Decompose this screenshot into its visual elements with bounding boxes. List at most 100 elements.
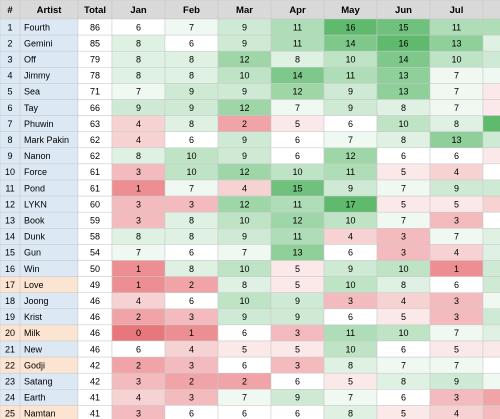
artist-label: Joong [24,296,49,306]
heat-value: 7 [401,215,406,225]
artist-label: Off [24,54,36,64]
column-header: # [7,5,13,16]
heat-value: 9 [295,312,300,322]
heat-value: 3 [401,248,406,258]
heat-value: 13 [398,71,408,81]
heat-value: 17 [345,199,355,209]
heat-value: 8 [401,376,406,386]
artist-label: Milk [24,328,40,338]
heat-value: 6 [189,38,194,48]
rank-label: 14 [5,232,15,242]
heat-value: 7 [348,393,353,403]
heat-value: 3 [189,312,194,322]
heat-value: 11 [293,38,302,48]
heat-value: 8 [136,71,141,81]
artist-label: Tay [24,103,39,113]
artist-label: Godji [24,360,45,370]
total-label: 49 [90,280,100,290]
heat-cell [482,292,500,310]
heat-cell [482,372,500,390]
heat-value: 12 [292,87,302,97]
heat-value: 6 [295,151,300,161]
heat-cell [482,308,500,326]
heat-value: 4 [401,296,406,306]
heat-value: 6 [189,248,194,258]
heat-cell [482,18,500,36]
rank-label: 2 [7,38,12,48]
artist-label: Fourth [24,22,50,32]
heat-value: 9 [136,103,141,113]
heat-value: 8 [136,38,141,48]
heat-value: 7 [454,87,459,97]
heat-value: 5 [454,344,459,354]
heat-value: 4 [454,167,459,177]
heat-cell [482,389,500,406]
heat-value: 9 [242,87,247,97]
heat-value: 14 [292,71,302,81]
heat-value: 4 [136,393,141,403]
heat-value: 12 [239,167,249,177]
heat-value: 3 [348,296,353,306]
total-label: 71 [90,87,100,97]
heat-value: 9 [242,232,247,242]
rank-label: 15 [5,248,15,258]
heat-value: 11 [346,71,355,81]
heat-value: 3 [136,376,141,386]
heat-value: 8 [401,280,406,290]
column-header: Total [84,5,106,16]
rank-label: 8 [7,135,12,145]
column-header: Mar [236,5,253,16]
heat-value: 12 [345,151,355,161]
heat-value: 7 [242,393,247,403]
heat-value: 8 [189,71,194,81]
heat-value: 8 [189,264,194,274]
heat-value: 10 [451,54,461,64]
heat-value: 9 [348,103,353,113]
heat-cell [482,179,500,197]
total-label: 42 [90,376,100,386]
heat-value: 9 [242,151,247,161]
heat-value: 6 [348,248,353,258]
heat-cell [482,211,500,229]
heat-cell [482,356,500,374]
heat-value: 9 [454,183,459,193]
heat-cell [482,340,500,358]
heat-value: 6 [295,376,300,386]
heat-value: 12 [292,215,302,225]
artist-label: Love [24,280,44,290]
heat-value: 12 [239,103,249,113]
heat-value: 4 [454,409,459,419]
rank-label: 1 [7,22,12,32]
heat-value: 8 [189,54,194,64]
heat-value: 6 [242,328,247,338]
heat-value: 5 [401,199,406,209]
rank-label: 6 [7,103,12,113]
rank-label: 11 [5,183,14,193]
heat-value: 1 [454,264,459,274]
total-label: 79 [90,54,100,64]
rank-label: 17 [5,280,15,290]
heat-value: 8 [348,409,353,419]
heat-value: 7 [454,71,459,81]
total-label: 41 [90,393,100,403]
heat-value: 13 [451,135,461,145]
heat-cell [482,405,500,419]
heat-value: 3 [295,328,300,338]
heat-value: 13 [451,38,461,48]
rank-label: 16 [5,264,15,274]
total-label: 85 [90,38,100,48]
heat-value: 9 [348,183,353,193]
heat-value: 7 [136,248,141,258]
rank-label: 21 [5,344,15,354]
heat-value: 6 [189,135,194,145]
heat-value: 2 [242,376,247,386]
heat-value: 6 [401,344,406,354]
artist-label: LYKN [24,199,47,209]
heat-value: 11 [293,199,302,209]
artist-label: Jimmy [24,71,50,81]
heat-value: 12 [239,54,249,64]
heat-value: 10 [345,280,355,290]
heat-value: 6 [401,393,406,403]
total-label: 41 [90,409,100,419]
heat-value: 8 [189,232,194,242]
